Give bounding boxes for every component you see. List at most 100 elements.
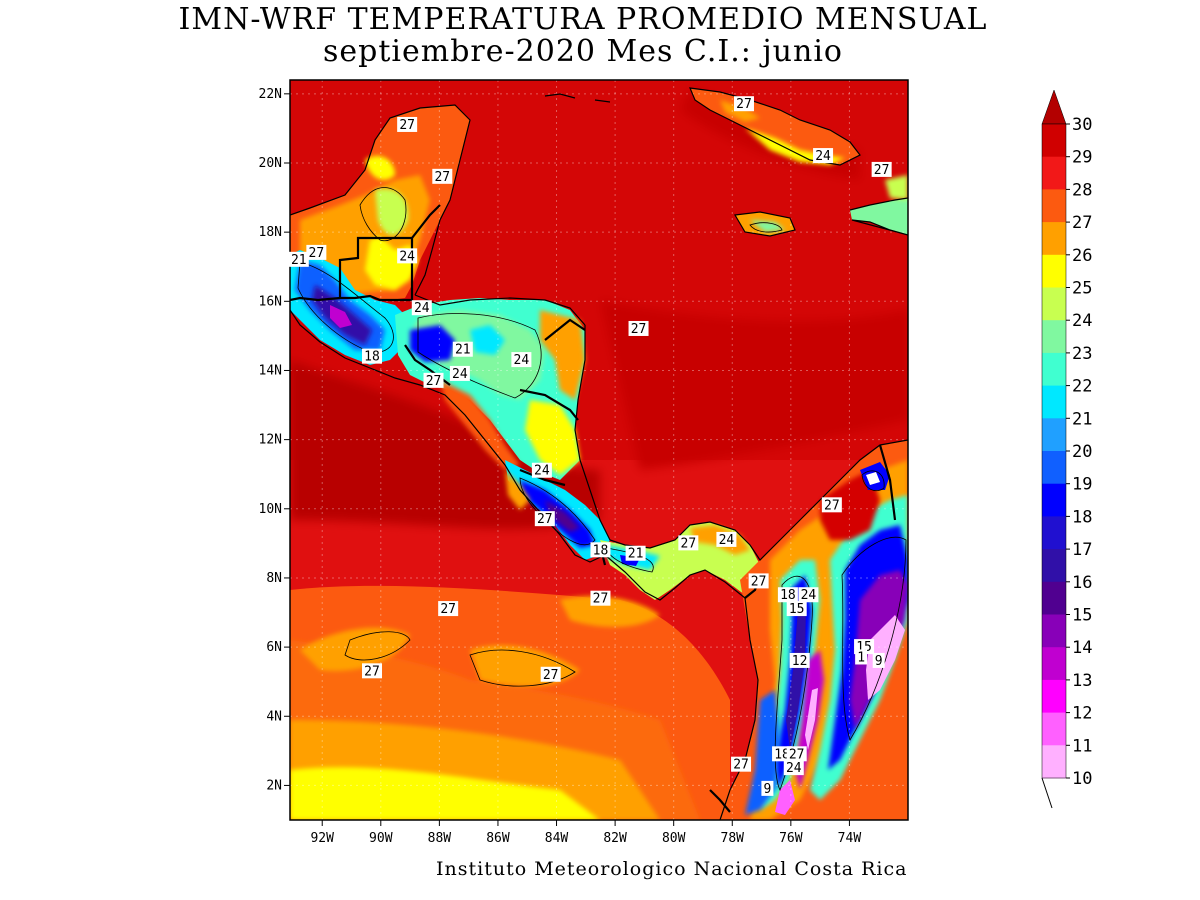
- contour-label-box: [821, 497, 842, 513]
- contour-label: 24: [411, 300, 432, 316]
- lat-tick-label: 14N: [259, 363, 282, 378]
- contour-label: 27: [306, 244, 327, 261]
- colorbar-swatch: [1042, 352, 1066, 387]
- contour-label-box: [716, 531, 737, 547]
- colorbar-label: 13: [1072, 671, 1092, 691]
- contour-label: 27: [748, 573, 769, 589]
- contour-label-box: [761, 780, 774, 796]
- contour-label-text: 24: [399, 249, 415, 264]
- contour-label-text: 24: [801, 588, 817, 603]
- contour-label-text: 27: [789, 747, 805, 762]
- lon-tick-label: 74W: [838, 831, 862, 846]
- contour-label-text: 27: [364, 664, 380, 679]
- contour-label: 21: [452, 341, 473, 358]
- contour-label-text: 27: [751, 574, 767, 589]
- contour-label-box: [678, 535, 699, 551]
- colorbar-swatch: [1042, 679, 1066, 714]
- contour-label: 24: [531, 462, 552, 479]
- contour-label: 9: [761, 780, 774, 797]
- colorbar-swatch: [1042, 483, 1066, 517]
- colorbar-swatch: [1042, 287, 1066, 321]
- colorbar-label: 18: [1072, 507, 1092, 527]
- contour-label-text: 1: [857, 650, 865, 665]
- contour-label: 27: [397, 116, 418, 133]
- colorbar-label: 11: [1072, 736, 1092, 756]
- contour-label-text: 27: [309, 246, 325, 261]
- contour-label-text: 12: [792, 654, 808, 669]
- colorbar-label: 20: [1072, 442, 1092, 462]
- lon-tick-label: 76W: [779, 831, 803, 846]
- contour-label-box: [540, 666, 561, 682]
- contour-label-text: 24: [786, 761, 802, 776]
- colorbar-swatch: [1042, 451, 1066, 485]
- contour-label-text: 24: [414, 301, 430, 316]
- colorbar-label: 21: [1072, 409, 1092, 429]
- contour-label: 27: [423, 372, 444, 389]
- contour-label: 24: [716, 531, 737, 548]
- contour-label-box: [397, 248, 418, 264]
- contour-label: 27: [534, 511, 555, 527]
- contour-label-text: 24: [719, 533, 735, 548]
- contour-label-box: [813, 148, 834, 164]
- lon-tick-label: 78W: [721, 831, 745, 846]
- contour-label-box: [783, 760, 804, 776]
- contour-label-text: 24: [815, 149, 831, 164]
- contour-label: 27: [731, 756, 752, 773]
- contour-label: 27: [871, 161, 892, 178]
- contour-label-box: [731, 756, 752, 772]
- colorbar-label: 16: [1072, 573, 1092, 593]
- contour-label: 24: [798, 587, 819, 603]
- contour-label: 27: [821, 497, 842, 513]
- contour-label-box: [452, 341, 473, 357]
- lat-tick-label: 18N: [259, 225, 282, 240]
- contour-label-text: 21: [455, 343, 471, 358]
- contour-label-box: [362, 663, 383, 679]
- contour-label: 18: [777, 587, 798, 603]
- colorbar-swatch: [1042, 647, 1066, 681]
- contour-label-box: [733, 96, 754, 112]
- contour-label-text: 27: [733, 758, 749, 773]
- colorbar-swatch: [1042, 222, 1066, 256]
- contour-label: 24: [783, 760, 804, 776]
- colorbar-label: 22: [1072, 377, 1092, 397]
- contour-label-text: 9: [763, 782, 771, 797]
- colorbar-label: 14: [1072, 638, 1092, 658]
- lat-tick-label: 8N: [266, 571, 282, 586]
- colorbar-label: 26: [1072, 246, 1092, 266]
- contour-label-box: [397, 116, 418, 132]
- contour-label-text: 27: [593, 592, 609, 607]
- contour-label-box: [362, 348, 383, 364]
- colorbar-swatch: [1042, 745, 1066, 779]
- contour-label-box: [786, 746, 807, 762]
- contour-label: 27: [678, 535, 699, 551]
- contour-label-box: [777, 587, 798, 603]
- colorbar-swatch: [1042, 516, 1066, 550]
- contour-label-text: 24: [452, 367, 468, 382]
- contour-label-text: 21: [291, 253, 307, 268]
- contour-label-box: [411, 300, 432, 316]
- colorbar-label: 19: [1072, 475, 1092, 495]
- contour-label-box: [306, 244, 327, 260]
- colorbar-swatch: [1042, 712, 1066, 746]
- contour-label-text: 27: [537, 512, 553, 527]
- contour-label-text: 24: [534, 464, 550, 479]
- contour-label-box: [511, 352, 532, 368]
- contour-label-box: [789, 652, 810, 668]
- lon-tick-label: 86W: [486, 831, 510, 846]
- contour-label-box: [590, 590, 611, 606]
- lat-tick-label: 10N: [259, 502, 282, 517]
- lat-tick-label: 12N: [259, 433, 282, 448]
- lon-tick-label: 90W: [369, 831, 393, 846]
- contour-label-text: 27: [543, 668, 559, 683]
- contour-label-box: [438, 601, 459, 617]
- colorbar-label: 27: [1072, 213, 1092, 233]
- contour-label: 27: [786, 746, 807, 762]
- contour-label-box: [449, 365, 470, 381]
- lon-tick-label: 88W: [428, 831, 452, 846]
- contour-label: 18: [590, 542, 611, 558]
- chart-subtitle: septiembre-2020 Mes C.I.: junio: [323, 34, 843, 69]
- colorbar-label: 10: [1072, 769, 1092, 789]
- contour-label: 24: [449, 365, 470, 382]
- contour-label-text: 27: [874, 163, 890, 178]
- contour-label-box: [432, 168, 453, 184]
